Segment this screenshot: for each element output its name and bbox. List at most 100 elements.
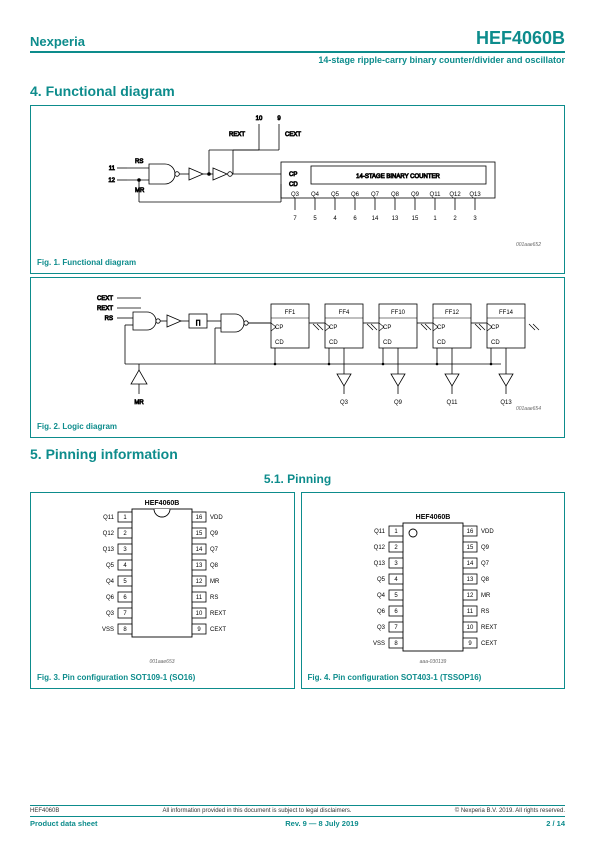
svg-text:REXT: REXT	[229, 132, 245, 138]
svg-text:CP: CP	[329, 325, 337, 331]
svg-text:VSS: VSS	[372, 641, 384, 647]
footer-disclaimer: All information provided in this documen…	[163, 808, 352, 814]
svg-text:001aae654: 001aae654	[516, 406, 541, 412]
pin-config-tssop16: HEF4060B1Q1116VDD2Q1215Q93Q1314Q74Q513Q8…	[302, 493, 564, 669]
svg-text:aaa-030139: aaa-030139	[419, 659, 446, 665]
svg-text:Q12: Q12	[103, 531, 115, 537]
svg-text:CD: CD	[289, 182, 298, 188]
footer-part: HEF4060B	[30, 808, 59, 814]
svg-text:FF1: FF1	[285, 310, 296, 316]
svg-text:10: 10	[256, 116, 263, 122]
svg-text:REXT: REXT	[97, 306, 113, 312]
svg-text:HEF4060B: HEF4060B	[145, 500, 180, 507]
svg-text:10: 10	[466, 625, 473, 631]
svg-text:Q9: Q9	[210, 531, 219, 537]
svg-text:Q7: Q7	[210, 547, 219, 553]
svg-text:Q13: Q13	[469, 192, 481, 198]
footer-page: 2 / 14	[546, 819, 565, 828]
svg-text:MR: MR	[481, 593, 491, 599]
svg-text:CD: CD	[275, 340, 284, 346]
svg-text:14: 14	[372, 216, 379, 222]
svg-text:Q3: Q3	[106, 611, 115, 617]
functional-diagram: 11 RS 12 MR	[31, 106, 564, 254]
svg-text:11: 11	[109, 166, 116, 172]
svg-text:Q9: Q9	[394, 400, 403, 406]
svg-text:HEF4060B: HEF4060B	[415, 514, 450, 521]
svg-text:Q6: Q6	[376, 609, 385, 615]
svg-text:13: 13	[466, 577, 473, 583]
svg-text:FF12: FF12	[445, 310, 460, 316]
svg-text:CD: CD	[437, 340, 446, 346]
svg-text:Q3: Q3	[340, 400, 349, 406]
svg-text:Q6: Q6	[106, 595, 115, 601]
svg-text:14-STAGE BINARY COUNTER: 14-STAGE BINARY COUNTER	[356, 174, 440, 180]
svg-text:CP: CP	[383, 325, 391, 331]
svg-text:Q11: Q11	[103, 515, 115, 521]
svg-text:CEXT: CEXT	[481, 641, 497, 647]
svg-text:RS: RS	[105, 316, 113, 322]
svg-text:001aae652: 001aae652	[516, 242, 541, 248]
svg-text:CD: CD	[491, 340, 500, 346]
brand: Nexperia	[30, 34, 85, 49]
svg-text:Q3: Q3	[376, 625, 385, 631]
footer-rev: Rev. 9 — 8 July 2019	[285, 819, 358, 828]
svg-text:16: 16	[196, 515, 203, 521]
svg-text:Q12: Q12	[449, 192, 461, 198]
svg-text:10: 10	[196, 611, 203, 617]
svg-text:Q8: Q8	[210, 563, 219, 569]
svg-text:2: 2	[453, 216, 457, 222]
svg-text:5: 5	[313, 216, 317, 222]
svg-text:FF10: FF10	[391, 310, 406, 316]
footer-copyright: © Nexperia B.V. 2019. All rights reserve…	[455, 808, 565, 814]
svg-text:Q11: Q11	[430, 192, 442, 198]
svg-text:FF14: FF14	[499, 310, 514, 316]
header-rule	[30, 51, 565, 53]
svg-text:Q6: Q6	[351, 192, 360, 198]
svg-text:MR: MR	[135, 188, 145, 194]
svg-text:Q9: Q9	[411, 192, 420, 198]
svg-text:FF4: FF4	[339, 310, 350, 316]
section-5-title: 5. Pinning information	[30, 446, 565, 462]
svg-text:14: 14	[196, 547, 203, 553]
svg-text:CD: CD	[383, 340, 392, 346]
svg-text:4: 4	[333, 216, 337, 222]
svg-text:VDD: VDD	[481, 529, 494, 535]
svg-text:Q5: Q5	[331, 192, 340, 198]
svg-text:Q13: Q13	[373, 561, 385, 567]
svg-text:CD: CD	[329, 340, 338, 346]
svg-text:Q11: Q11	[374, 529, 386, 535]
svg-text:Q8: Q8	[391, 192, 400, 198]
svg-text:13: 13	[196, 563, 203, 569]
svg-text:Q3: Q3	[291, 192, 300, 198]
svg-text:Q4: Q4	[376, 593, 385, 599]
svg-text:Q7: Q7	[371, 192, 380, 198]
section-5-1-title: 5.1. Pinning	[30, 472, 565, 486]
svg-text:3: 3	[473, 216, 477, 222]
svg-text:13: 13	[392, 216, 399, 222]
figure-4-box: HEF4060B1Q1116VDD2Q1215Q93Q1314Q74Q513Q8…	[301, 492, 566, 689]
svg-text:Q5: Q5	[106, 563, 115, 569]
svg-text:Q8: Q8	[481, 577, 490, 583]
logic-diagram: CEXT REXT RS ∏	[31, 278, 564, 418]
svg-text:Q11: Q11	[447, 400, 459, 406]
part-number: HEF4060B	[476, 28, 565, 49]
pin-config-so16: HEF4060B1Q1116VDD2Q1215Q93Q1314Q74Q513Q8…	[31, 493, 293, 669]
svg-text:12: 12	[108, 178, 115, 184]
svg-text:Q4: Q4	[106, 579, 115, 585]
svg-text:1: 1	[433, 216, 437, 222]
svg-text:RS: RS	[210, 595, 218, 601]
svg-text:9: 9	[277, 116, 281, 122]
svg-text:Q7: Q7	[481, 561, 490, 567]
svg-text:Q13: Q13	[500, 400, 512, 406]
svg-text:7: 7	[293, 216, 297, 222]
svg-text:Q12: Q12	[373, 545, 385, 551]
svg-text:6: 6	[353, 216, 357, 222]
svg-text:CP: CP	[275, 325, 283, 331]
svg-text:CEXT: CEXT	[285, 132, 301, 138]
svg-text:CEXT: CEXT	[97, 296, 113, 302]
figure-3-caption: Fig. 3. Pin configuration SOT109-1 (SO16…	[31, 669, 294, 688]
svg-text:MR: MR	[134, 400, 144, 406]
svg-text:CEXT: CEXT	[210, 627, 226, 633]
svg-text:REXT: REXT	[481, 625, 497, 631]
svg-text:12: 12	[196, 579, 203, 585]
